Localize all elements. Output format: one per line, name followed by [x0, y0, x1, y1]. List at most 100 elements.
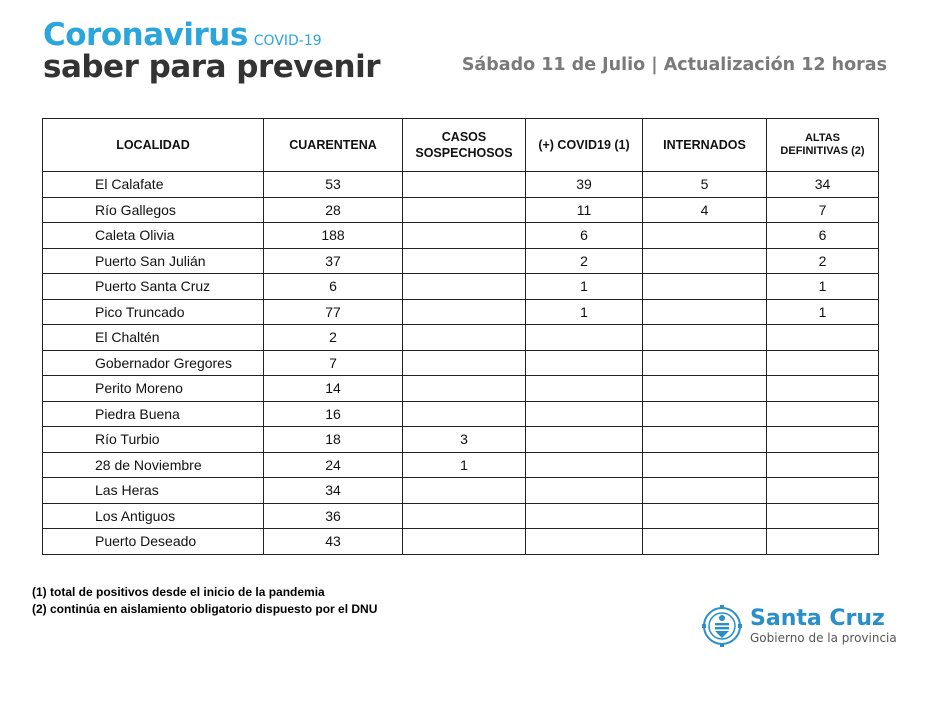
brand-subtitle: saber para prevenir — [43, 49, 381, 85]
cell-cuarentena: 16 — [263, 400, 403, 427]
cell-covid19: 1 — [525, 273, 643, 300]
column-header-localidad: LOCALIDAD — [42, 118, 264, 172]
footnotes: (1) total de positivos desde el inicio d… — [32, 584, 377, 618]
cell-localidad: Río Turbio — [42, 426, 264, 453]
cell-internados — [642, 375, 767, 402]
table-row: Río Turbio 18 3 — [42, 426, 879, 453]
cell-altas-definitivas: 1 — [766, 298, 879, 325]
cell-internados — [642, 222, 767, 249]
cell-cuarentena: 36 — [263, 502, 403, 529]
cell-altas-definitivas — [766, 451, 879, 478]
table-row: Pico Truncado 77 1 1 — [42, 298, 879, 325]
table-row: Caleta Olivia 188 6 6 — [42, 222, 879, 249]
cell-internados — [642, 502, 767, 529]
cell-covid19: 39 — [525, 171, 643, 198]
cell-localidad: El Chaltén — [42, 324, 264, 351]
cell-localidad: Los Antiguos — [42, 502, 264, 529]
cell-internados — [642, 451, 767, 478]
cell-covid19 — [525, 400, 643, 427]
cell-covid19: 1 — [525, 298, 643, 325]
cell-casos-sospechosos — [402, 349, 526, 376]
government-subtitle: Gobierno de la provincia — [750, 630, 897, 645]
cell-altas-definitivas — [766, 477, 879, 504]
table-row: 28 de Noviembre 24 1 — [42, 451, 879, 478]
cell-localidad: Pico Truncado — [42, 298, 264, 325]
column-header-internados: INTERNADOS — [642, 118, 767, 172]
cell-internados — [642, 298, 767, 325]
cell-covid19: 6 — [525, 222, 643, 249]
table-row: Gobernador Gregores 7 — [42, 349, 879, 376]
cell-casos-sospechosos — [402, 273, 526, 300]
cell-altas-definitivas — [766, 426, 879, 453]
cell-casos-sospechosos — [402, 298, 526, 325]
campaign-brand: Coronavirus COVID-19 saber para prevenir — [43, 17, 381, 85]
column-header-cuarentena: CUARENTENA — [263, 118, 403, 172]
cell-altas-definitivas — [766, 528, 879, 555]
cell-cuarentena: 6 — [263, 273, 403, 300]
table-row: El Chaltén 2 — [42, 324, 879, 351]
cell-covid19: 2 — [525, 247, 643, 274]
cell-covid19 — [525, 426, 643, 453]
table-row: Perito Moreno 14 — [42, 375, 879, 402]
cell-casos-sospechosos — [402, 171, 526, 198]
cell-casos-sospechosos — [402, 196, 526, 223]
cell-internados — [642, 349, 767, 376]
cell-cuarentena: 53 — [263, 171, 403, 198]
cell-casos-sospechosos — [402, 375, 526, 402]
cell-casos-sospechosos — [402, 324, 526, 351]
cell-altas-definitivas — [766, 324, 879, 351]
table-row: Los Antiguos 36 — [42, 502, 879, 529]
cell-covid19 — [525, 451, 643, 478]
cell-covid19 — [525, 502, 643, 529]
cell-internados — [642, 324, 767, 351]
footnote-1: (1) total de positivos desde el inicio d… — [32, 585, 325, 599]
cell-localidad: Las Heras — [42, 477, 264, 504]
cell-internados: 4 — [642, 196, 767, 223]
cell-covid19 — [525, 477, 643, 504]
cell-cuarentena: 24 — [263, 451, 403, 478]
cell-cuarentena: 34 — [263, 477, 403, 504]
report-date: Sábado 11 de Julio | Actualización 12 ho… — [461, 55, 887, 75]
cell-cuarentena: 7 — [263, 349, 403, 376]
cell-localidad: Río Gallegos — [42, 196, 264, 223]
cell-casos-sospechosos — [402, 528, 526, 555]
cell-altas-definitivas — [766, 375, 879, 402]
cell-cuarentena: 188 — [263, 222, 403, 249]
cell-cuarentena: 43 — [263, 528, 403, 555]
brand-tag: COVID-19 — [253, 33, 322, 49]
table-header-row: LOCALIDAD CUARENTENA CASOS SOSPECHOSOS (… — [42, 118, 879, 172]
cell-altas-definitivas — [766, 349, 879, 376]
table-row: Río Gallegos 28 11 4 7 — [42, 196, 879, 223]
cell-cuarentena: 2 — [263, 324, 403, 351]
covid-cases-table: LOCALIDAD CUARENTENA CASOS SOSPECHOSOS (… — [42, 118, 879, 555]
cell-covid19 — [525, 349, 643, 376]
brand-title: Coronavirus — [43, 17, 248, 53]
cell-cuarentena: 18 — [263, 426, 403, 453]
table-row: Puerto Deseado 43 — [42, 528, 879, 555]
cell-altas-definitivas: 7 — [766, 196, 879, 223]
cell-altas-definitivas — [766, 502, 879, 529]
table-row: Puerto Santa Cruz 6 1 1 — [42, 273, 879, 300]
cell-cuarentena: 77 — [263, 298, 403, 325]
column-header-casos-sospechosos: CASOS SOSPECHOSOS — [402, 118, 526, 172]
table-row: El Calafate 53 39 5 34 — [42, 171, 879, 198]
cell-localidad: Puerto San Julián — [42, 247, 264, 274]
cell-internados — [642, 247, 767, 274]
table-row: Las Heras 34 — [42, 477, 879, 504]
cell-casos-sospechosos — [402, 247, 526, 274]
cell-covid19: 11 — [525, 196, 643, 223]
footnote-2: (2) continúa en aislamiento obligatorio … — [32, 602, 378, 616]
government-logo: Santa Cruz Gobierno de la provincia — [700, 602, 897, 650]
cell-altas-definitivas: 6 — [766, 222, 879, 249]
table-row: Puerto San Julián 37 2 2 — [42, 247, 879, 274]
cell-localidad: Gobernador Gregores — [42, 349, 264, 376]
provincial-coat-of-arms-icon — [702, 605, 742, 647]
cell-localidad: Perito Moreno — [42, 375, 264, 402]
cell-localidad: Puerto Deseado — [42, 528, 264, 555]
cell-altas-definitivas: 2 — [766, 247, 879, 274]
cell-localidad: El Calafate — [42, 171, 264, 198]
cell-internados — [642, 273, 767, 300]
cell-localidad: Piedra Buena — [42, 400, 264, 427]
cell-casos-sospechosos: 1 — [402, 451, 526, 478]
cell-internados: 5 — [642, 171, 767, 198]
